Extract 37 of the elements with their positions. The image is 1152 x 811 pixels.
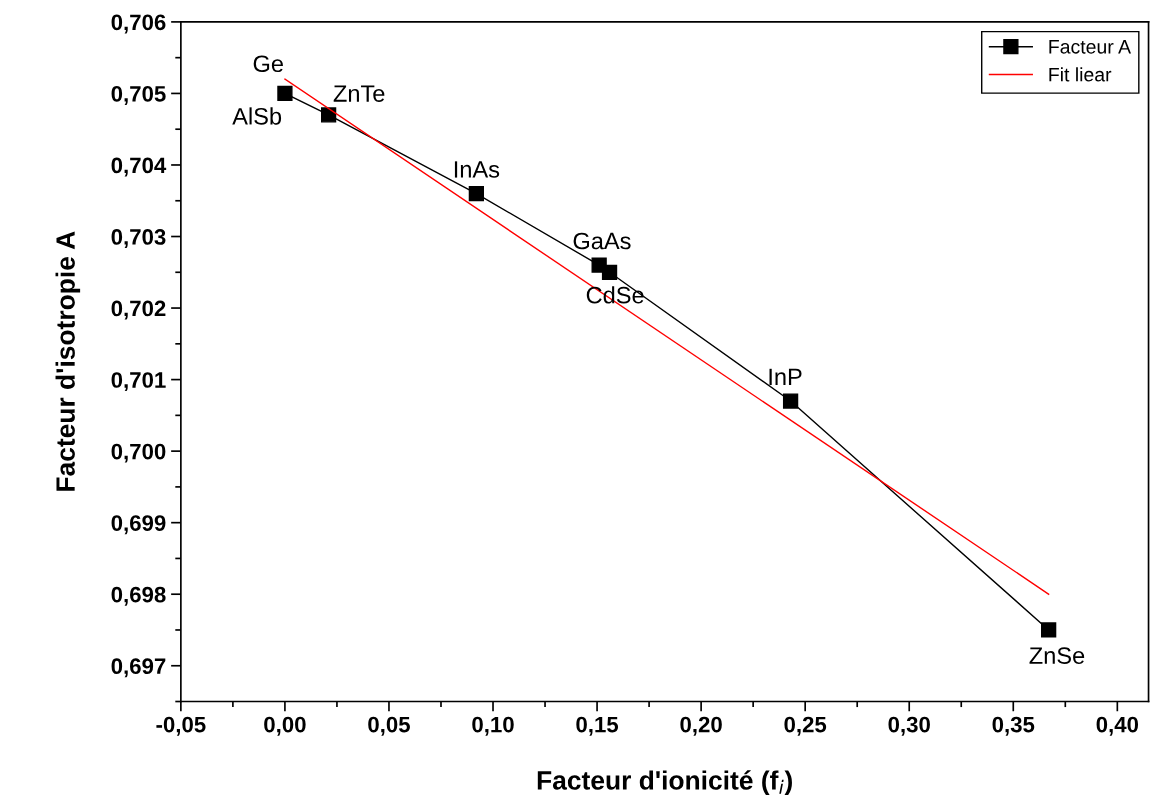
x-tick-label: 0,10 bbox=[472, 716, 514, 736]
annotation: ZnSe bbox=[1029, 647, 1085, 664]
y-tick-label: 0,704 bbox=[111, 157, 167, 177]
point bbox=[277, 85, 293, 102]
x-tick-label: 0,15 bbox=[576, 716, 619, 736]
annotation: Ge bbox=[253, 55, 283, 73]
annotation: GaAs bbox=[573, 232, 631, 250]
x-tick-label: 0,20 bbox=[680, 716, 722, 736]
y-tick-label: 0,701 bbox=[111, 372, 166, 392]
y-axis-title: Facteur d'isotropie A bbox=[55, 231, 81, 491]
y-tick-label: 0,698 bbox=[111, 586, 166, 606]
point bbox=[1041, 622, 1057, 638]
x-tick-label: 0,05 bbox=[368, 716, 410, 736]
point bbox=[320, 107, 337, 123]
x-tick-label: 0,40 bbox=[1096, 716, 1139, 736]
annotation: AlSb bbox=[232, 107, 282, 125]
x-axis-title: Facteur d'ionicité (f$_{i}$) bbox=[537, 770, 792, 795]
y-tick-label: 0,699 bbox=[111, 515, 166, 535]
y-tick-label: 0,700 bbox=[111, 443, 166, 463]
point bbox=[468, 185, 485, 202]
x-tick-label: 0,30 bbox=[888, 716, 930, 736]
y-tick-label: 0,703 bbox=[111, 229, 166, 249]
point bbox=[782, 393, 799, 409]
annotation: InP bbox=[769, 368, 802, 386]
legend-label: Facteur A bbox=[1049, 40, 1132, 54]
y-tick-label: 0,706 bbox=[111, 14, 166, 34]
x-tick-label: 0,25 bbox=[784, 716, 827, 736]
x-tick-label: 0,00 bbox=[264, 716, 306, 736]
point bbox=[601, 264, 618, 280]
legend-label: Fit liear bbox=[1049, 67, 1112, 82]
annotation: InAs bbox=[454, 161, 500, 178]
y-tick-label: 0,697 bbox=[111, 658, 166, 678]
y-tick-label: 0,705 bbox=[111, 85, 166, 105]
x-tick-label: 0,35 bbox=[992, 716, 1035, 736]
y-tick-label: 0,702 bbox=[111, 300, 166, 320]
annotation: ZnTe bbox=[333, 85, 385, 102]
x-tick-label: -0,05 bbox=[156, 716, 206, 736]
